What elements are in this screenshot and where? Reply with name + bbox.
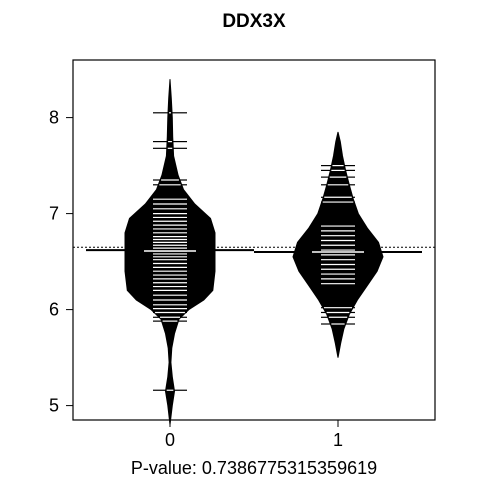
x-tick-label: 0 [165, 430, 175, 450]
x-tick-label: 1 [333, 430, 343, 450]
plot-frame [72, 59, 436, 421]
bean-density-0 [124, 79, 216, 425]
p-value-label: P-value: 0.738677531535961­9 [131, 458, 377, 478]
y-tick-label: 7 [49, 204, 59, 224]
y-tick-label: 5 [49, 396, 59, 416]
plot-area [73, 79, 435, 425]
y-tick-label: 6 [49, 300, 59, 320]
chart-title: DDX3X [222, 11, 286, 32]
y-tick-label: 8 [49, 108, 59, 128]
